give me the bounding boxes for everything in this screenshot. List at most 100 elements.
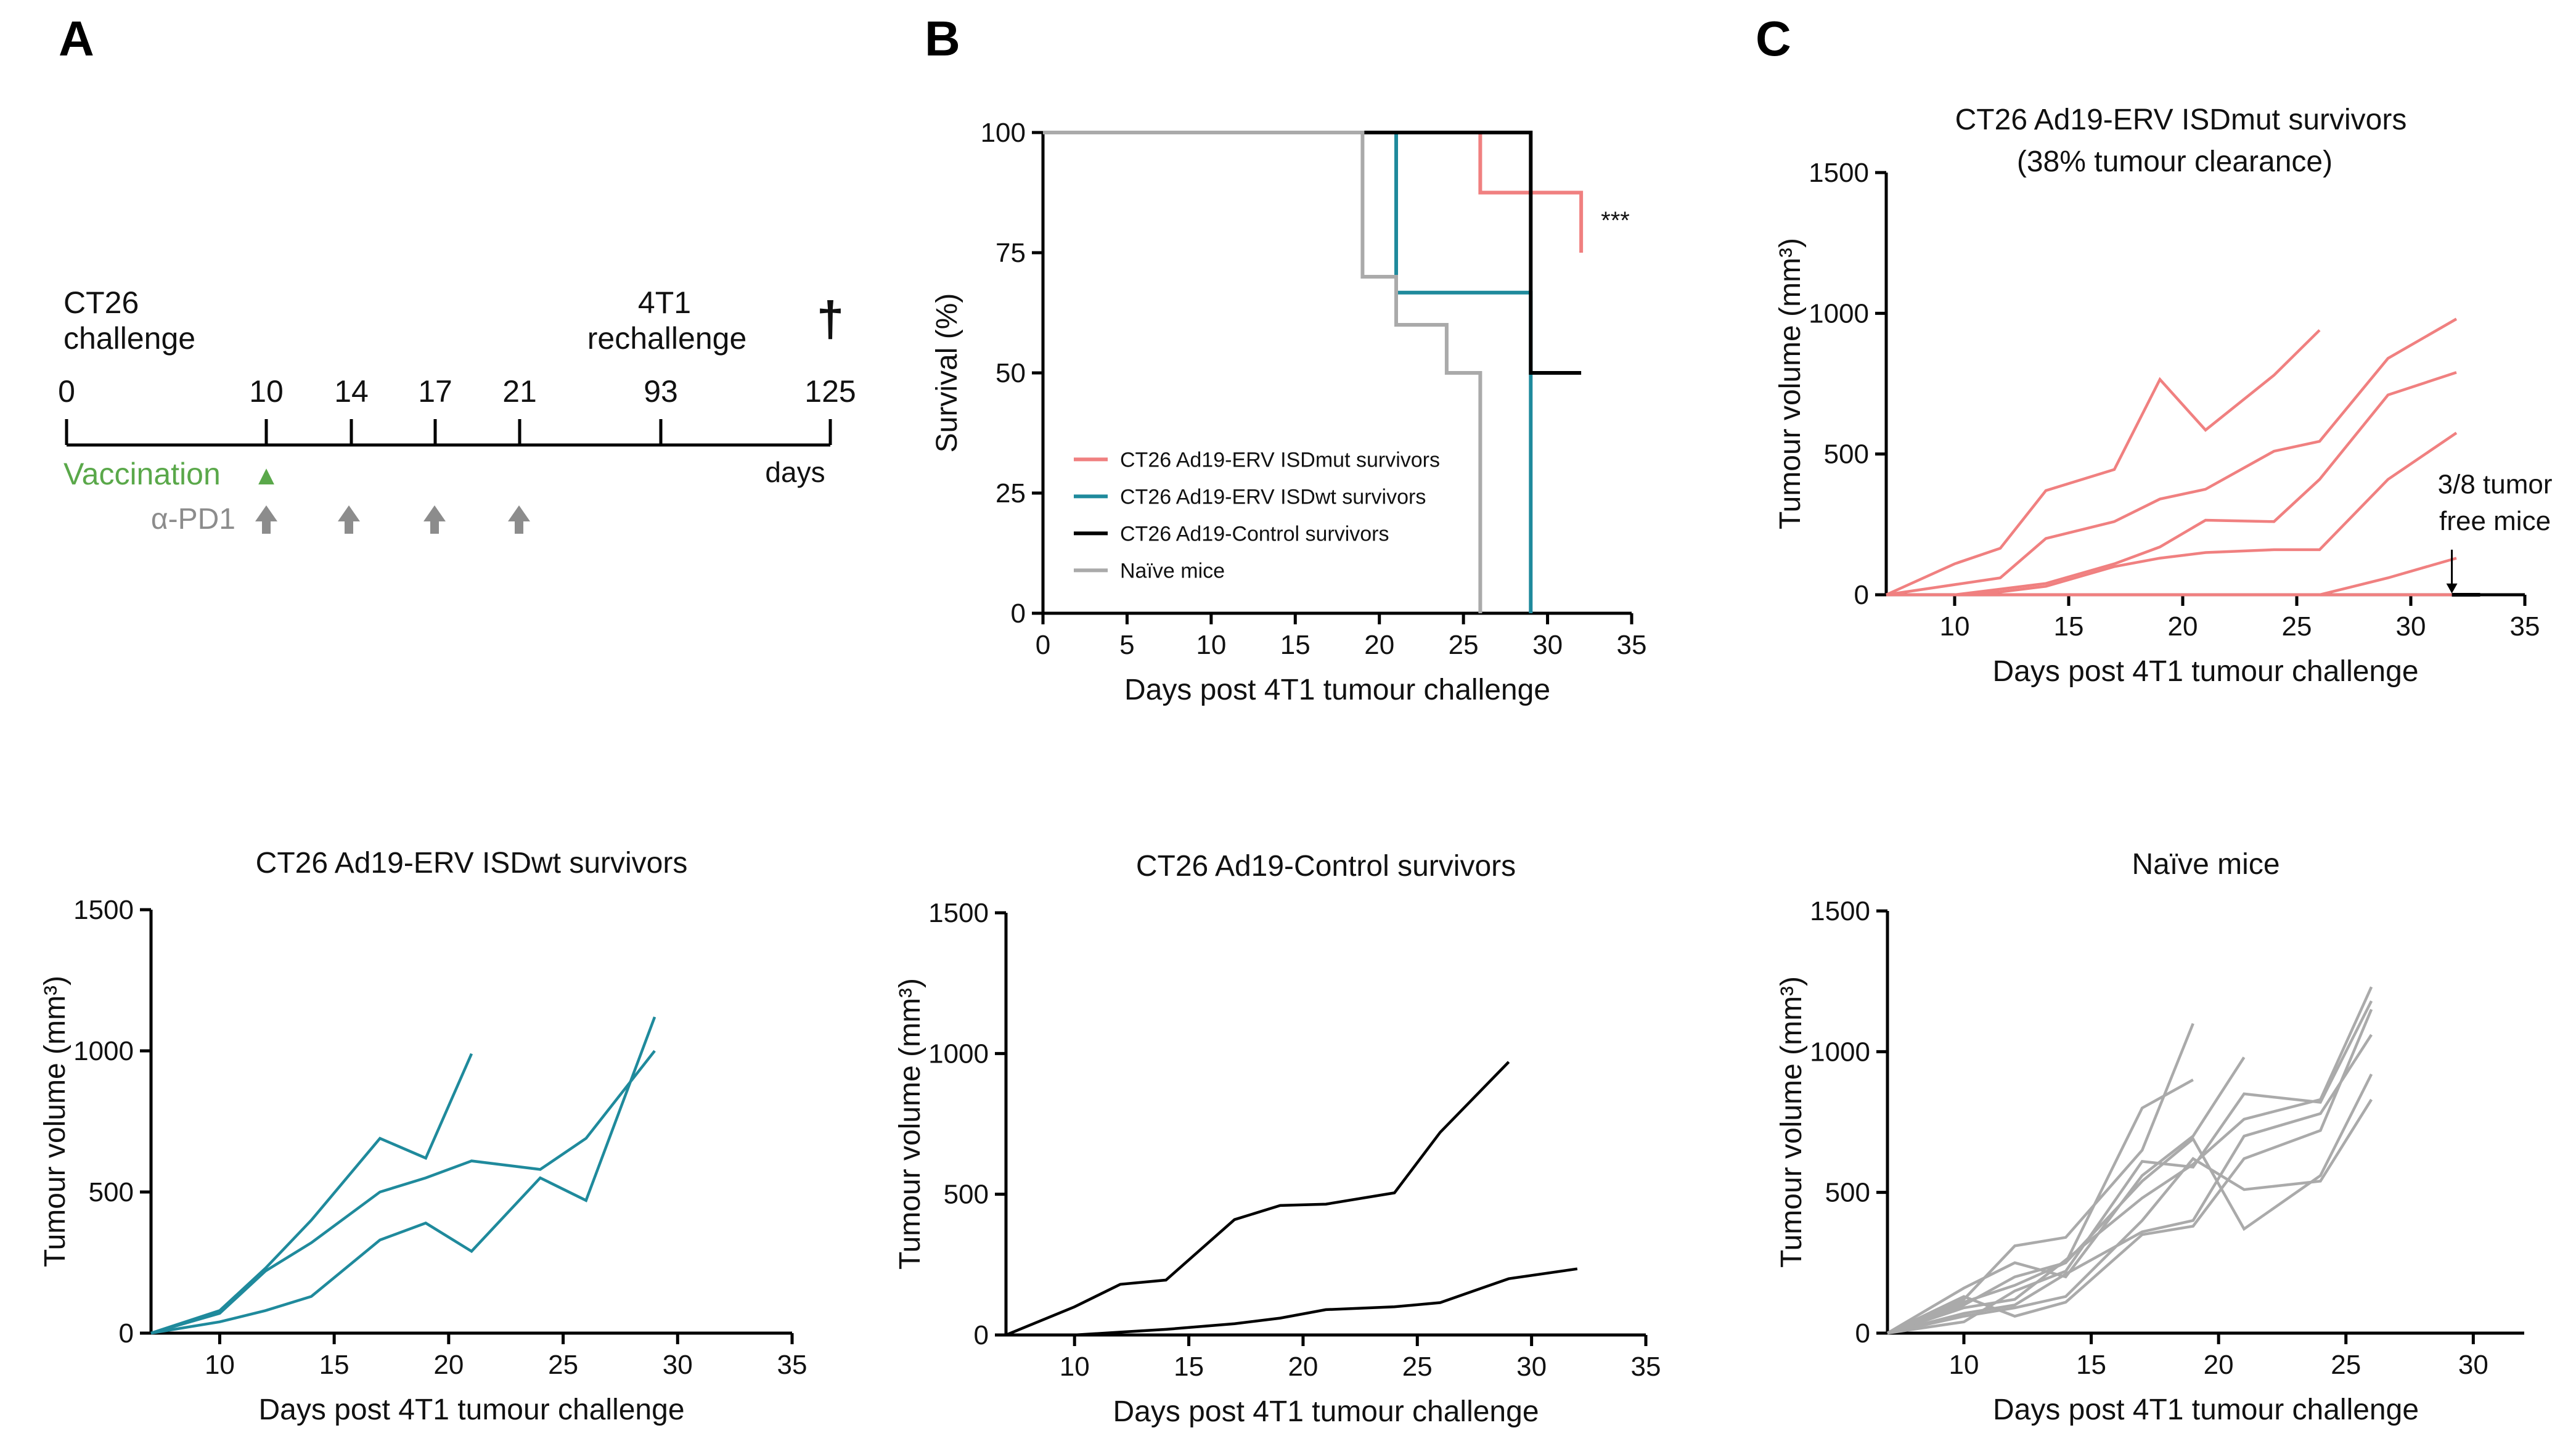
x-tick-label: 25: [2282, 611, 2312, 642]
y-tick-label: 100: [981, 118, 1026, 148]
chart-title: Naïve mice: [2132, 848, 2280, 881]
tumour-chart-control: 0 500 1000 1500 10 15 20 25 30 35 Days post 4T1 tu…: [894, 850, 1661, 1428]
x-axis-label: Days post 4T1 tumour challenge: [258, 1394, 684, 1426]
series-line: [1886, 317, 2458, 597]
vaccination-label: Vaccination: [63, 457, 221, 491]
x-tick-label: 30: [663, 1350, 693, 1380]
chart-title: CT26 Ad19-ERV ISDwt survivors: [256, 847, 688, 880]
x-tick-label: 25: [548, 1350, 578, 1380]
x-tick-label: 30: [1516, 1352, 1547, 1382]
series-line: [1887, 1098, 2373, 1335]
timeline-tick-label: 93: [644, 374, 678, 409]
y-axis-label: Tumour volume (mm³): [39, 976, 72, 1267]
y-tick-label: 500: [1824, 439, 1869, 470]
x-axis-label: Days post 4T1 tumour challenge: [1124, 674, 1550, 706]
tumour-chart-isdwt: 0 500 1000 1500 10 15 20 25 30 35 Days post 4T1 tu…: [39, 847, 807, 1426]
series-line: [1886, 329, 2321, 597]
x-tick-label: 10: [1196, 630, 1226, 660]
x-tick-label: 30: [2396, 611, 2426, 642]
series-line: [1887, 1034, 2373, 1335]
x-axis-label: Days post 4T1 tumour challenge: [1993, 1394, 2419, 1426]
x-tick-label: 20: [1364, 630, 1394, 660]
y-tick-label: 500: [89, 1177, 134, 1207]
y-axis-label: Tumour volume (mm³): [1775, 976, 1808, 1268]
chart-title: CT26 Ad19-ERV ISDmut survivors: [1955, 104, 2407, 136]
panel-label-b: B: [925, 11, 960, 66]
x-tick-label: 35: [2510, 611, 2540, 642]
legend-label: CT26 Ad19-ERV ISDmut survivors: [1120, 448, 1440, 471]
series-line: [1043, 131, 1582, 375]
y-tick-label: 500: [1825, 1178, 1870, 1208]
significance-label: ***: [1601, 207, 1630, 234]
days-label: days: [765, 456, 825, 488]
series-line: [1887, 986, 2373, 1335]
panel-label-c: C: [1756, 11, 1791, 66]
y-tick-label: 1000: [73, 1036, 134, 1066]
pd1-arrow-icon: [338, 505, 360, 534]
x-tick-label: 35: [1631, 1352, 1661, 1382]
legend-label: Naïve mice: [1120, 559, 1225, 582]
x-tick-label: 15: [1280, 630, 1310, 660]
x-axis-label: Days post 4T1 tumour challenge: [1992, 655, 2418, 688]
legend-label: CT26 Ad19-Control survivors: [1120, 522, 1389, 545]
timeline-tick-label: 14: [334, 374, 369, 409]
x-tick-label: 10: [1940, 611, 1970, 642]
x-tick-label: 10: [205, 1350, 235, 1380]
series-line: [1887, 1073, 2373, 1335]
panel-label-a: A: [59, 11, 94, 66]
x-tick-label: 10: [1060, 1352, 1090, 1382]
series-line: [150, 1016, 656, 1335]
tumour-chart-isdmut: 0 500 1000 1500 10 15 20 25 30 35 Days post 4T1 tu…: [1774, 104, 2553, 688]
y-tick-label: 1500: [928, 898, 989, 928]
y-tick-label: 0: [1854, 580, 1869, 610]
pd1-label: α-PD1: [151, 503, 235, 536]
vaccination-triangle-icon: ▲: [253, 460, 280, 491]
x-tick-label: 15: [319, 1350, 350, 1380]
y-tick-label: 50: [996, 358, 1026, 388]
x-tick-label: 15: [1174, 1352, 1204, 1382]
x-axis-label: Days post 4T1 tumour challenge: [1113, 1395, 1539, 1428]
x-tick-label: 35: [1617, 630, 1647, 660]
x-tick-label: 5: [1119, 630, 1134, 660]
rechallenge-label-line1: 4T1: [638, 285, 691, 320]
series-line: [1005, 1061, 1510, 1337]
series-line: [1043, 131, 1482, 613]
x-tick-label: 35: [777, 1350, 808, 1380]
pd1-arrow-icon: [255, 505, 277, 534]
chart-subtitle: (38% tumour clearance): [2017, 145, 2333, 178]
timeline-tick-label: 0: [58, 374, 75, 409]
x-tick-label: 20: [2204, 1350, 2234, 1380]
end-dagger-icon: †: [817, 292, 844, 346]
series-line: [1954, 431, 2458, 597]
y-tick-label: 1500: [1809, 158, 1869, 188]
x-tick-label: 25: [1449, 630, 1479, 660]
y-tick-label: 1000: [1809, 298, 1869, 329]
timeline-tick-label: 21: [502, 374, 537, 409]
timeline-tick-label: 10: [249, 374, 284, 409]
y-tick-label: 1000: [928, 1039, 989, 1069]
x-tick-label: 20: [1288, 1352, 1318, 1382]
series-line: [1886, 1056, 2246, 1334]
timeline-tick-label: 125: [804, 374, 856, 409]
y-tick-label: 1500: [1810, 896, 1870, 926]
y-tick-label: 0: [974, 1320, 989, 1350]
series-line: [1043, 131, 1584, 253]
annotation-line1: 3/8 tumor: [2438, 470, 2553, 500]
series-line: [1074, 1267, 1578, 1337]
y-tick-label: 1500: [73, 895, 134, 925]
x-tick-label: 15: [2054, 611, 2084, 642]
challenge-label-line1: CT26: [63, 285, 139, 320]
x-tick-label: 25: [1402, 1352, 1433, 1382]
y-tick-label: 25: [996, 478, 1026, 508]
legend-label: CT26 Ad19-ERV ISDwt survivors: [1120, 485, 1426, 508]
y-tick-label: 0: [1011, 598, 1026, 629]
y-tick-label: 75: [996, 238, 1026, 268]
x-tick-label: 30: [2458, 1350, 2488, 1380]
x-tick-label: 10: [1948, 1350, 1979, 1380]
series-line: [150, 1050, 656, 1335]
annotation-line2: free mice: [2439, 506, 2551, 536]
y-tick-label: 500: [944, 1180, 989, 1210]
x-tick-label: 25: [2331, 1350, 2361, 1380]
tumour-chart-naive: 0 500 1000 1500 10 15 20 25 30 Days post 4T1 tumo…: [1775, 848, 2524, 1426]
